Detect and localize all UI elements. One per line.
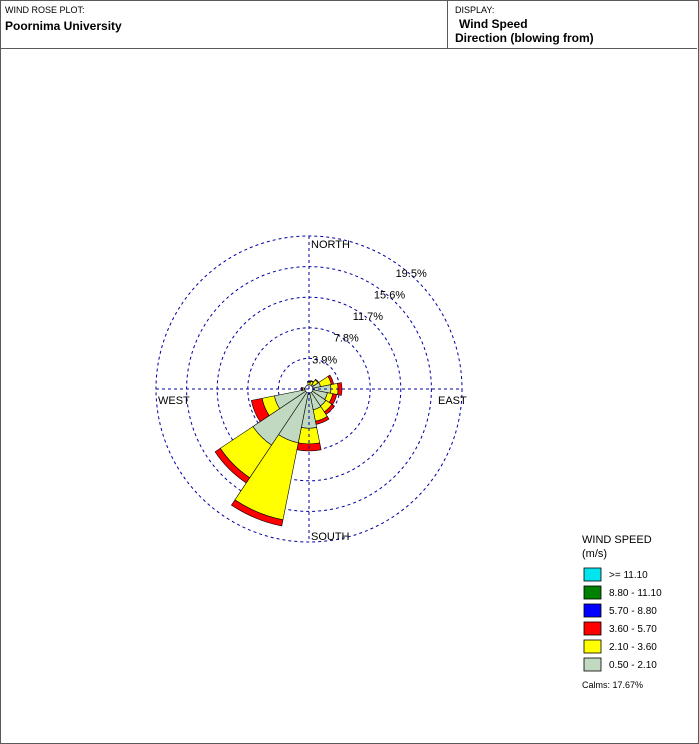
wedge-202.5-band-2 — [230, 499, 284, 527]
site-name: Poornima University — [5, 19, 122, 33]
compass-north: NORTH — [311, 239, 350, 251]
label-group: 3.9% 7.8% 11.7% 15.6% 19.5% NORTH SOUTH EAST WES… — [158, 239, 467, 543]
legend-label-4: 2.10 - 3.60 — [609, 642, 657, 653]
ring-label-2: 7.8% — [334, 333, 359, 345]
legend-unit: (m/s) — [582, 548, 607, 560]
ring-label-5: 19.5% — [396, 268, 427, 280]
legend-swatch-0 — [583, 567, 602, 582]
legend-label-0: >= 11.10 — [609, 570, 648, 581]
ring-label-3: 11.7% — [353, 311, 384, 323]
legend-label-3: 3.60 - 5.70 — [609, 624, 657, 635]
wedge-90-band-2 — [337, 382, 343, 396]
display-direction: Direction (blowing from) — [455, 31, 594, 45]
wedge-247.5-band-2 — [250, 397, 270, 423]
wedge-225-band-2 — [214, 447, 251, 484]
legend-swatch-5 — [583, 657, 602, 672]
legend-label-1: 8.80 - 11.10 — [609, 588, 662, 599]
legend-label-2: 5.70 - 8.80 — [609, 606, 657, 617]
ring-label-1: 3.9% — [312, 354, 337, 366]
compass-east: EAST — [438, 395, 467, 407]
display-label: DISPLAY: — [455, 5, 495, 15]
legend-label-5: 0.50 - 2.10 — [609, 660, 657, 671]
compass-west: WEST — [158, 395, 190, 407]
legend: WIND SPEED (m/s)>= 11.10 8.80 - 11.10 5.70 … — [582, 534, 662, 690]
legend-swatch-2 — [583, 603, 602, 618]
legend-title: WIND SPEED — [582, 534, 652, 546]
legend-swatch-4 — [583, 639, 602, 654]
legend-swatch-3 — [583, 621, 602, 636]
header: WIND ROSE PLOT: Poornima University DISP… — [0, 0, 697, 49]
header-left-panel — [0, 0, 448, 48]
ring-2 — [247, 327, 371, 451]
display-value: Wind Speed — [459, 17, 528, 31]
calms-label: Calms: 17.67% — [582, 680, 643, 690]
plot-label: WIND ROSE PLOT: — [5, 5, 85, 15]
ring-label-4: 15.6% — [374, 289, 405, 301]
compass-south: SOUTH — [311, 531, 350, 543]
axis-group — [156, 236, 462, 542]
ring-3 — [216, 296, 402, 482]
legend-swatch-1 — [583, 585, 602, 600]
sector-group — [214, 374, 343, 527]
